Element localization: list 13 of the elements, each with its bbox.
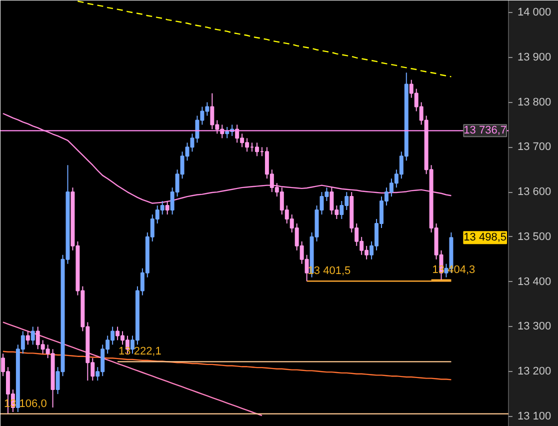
y-tick-label: 13 800 bbox=[518, 96, 552, 108]
y-tick-label: 13 400 bbox=[518, 276, 552, 288]
y-tick-label: 13 300 bbox=[518, 320, 552, 333]
y-tick-label: 13 700 bbox=[518, 141, 552, 154]
y-tick-label: 13 100 bbox=[518, 410, 552, 422]
annotation: 13 222,1 bbox=[118, 346, 162, 358]
y-tick-label: 13 200 bbox=[518, 366, 552, 378]
y-tick-label: 13 900 bbox=[518, 51, 552, 64]
y-tick-label: 13 600 bbox=[518, 186, 552, 198]
ref-line-label: 13 736,7 bbox=[464, 124, 507, 137]
y-tick-label: 14 000 bbox=[518, 6, 552, 18]
y-tick-label: 13 500 bbox=[518, 230, 552, 243]
text: 13 498,5 bbox=[464, 232, 507, 244]
